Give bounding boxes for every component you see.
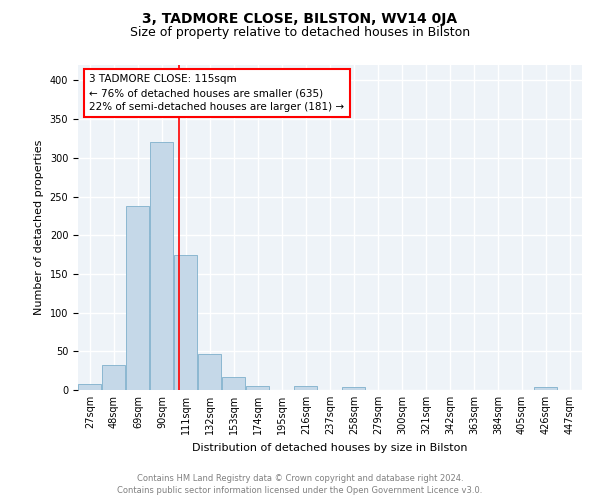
Bar	[126, 206, 149, 390]
Bar	[198, 354, 221, 390]
Bar	[102, 365, 125, 390]
Bar	[294, 386, 317, 390]
Bar	[78, 384, 101, 390]
Text: Size of property relative to detached houses in Bilston: Size of property relative to detached ho…	[130, 26, 470, 39]
Bar	[150, 142, 173, 390]
Y-axis label: Number of detached properties: Number of detached properties	[34, 140, 44, 315]
Text: Contains HM Land Registry data © Crown copyright and database right 2024.
Contai: Contains HM Land Registry data © Crown c…	[118, 474, 482, 495]
Text: 3 TADMORE CLOSE: 115sqm
← 76% of detached houses are smaller (635)
22% of semi-d: 3 TADMORE CLOSE: 115sqm ← 76% of detache…	[89, 74, 344, 112]
Bar	[246, 386, 269, 390]
Bar	[534, 387, 557, 390]
Bar	[174, 254, 197, 390]
Text: 3, TADMORE CLOSE, BILSTON, WV14 0JA: 3, TADMORE CLOSE, BILSTON, WV14 0JA	[142, 12, 458, 26]
X-axis label: Distribution of detached houses by size in Bilston: Distribution of detached houses by size …	[192, 442, 468, 452]
Bar	[222, 377, 245, 390]
Bar	[342, 387, 365, 390]
